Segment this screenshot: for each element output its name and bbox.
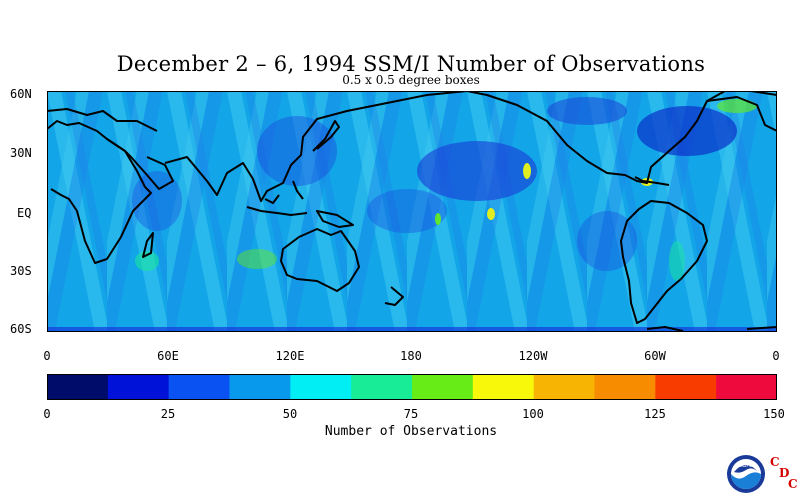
logo-letter-c1: C [770, 455, 780, 469]
lon-label-60e: 60E [157, 349, 179, 363]
logo-letter-d: D [779, 466, 790, 480]
colorbar-swatch [533, 374, 595, 400]
colorbar [47, 374, 777, 400]
lon-label-60w: 60W [644, 349, 666, 363]
colorbar-label-0: 0 [43, 407, 51, 421]
observation-map [47, 91, 777, 332]
logo-emblem-text: NOAA [737, 463, 754, 469]
colorbar-swatch [107, 374, 170, 400]
lon-label-0-left: 0 [43, 349, 51, 363]
colorbar-swatch [716, 374, 777, 400]
colorbar-label-150: 150 [763, 407, 785, 421]
colorbar-swatch [351, 374, 413, 400]
lat-label-60n: 60N [10, 87, 32, 101]
colorbar-swatch [229, 374, 291, 400]
colorbar-swatch [47, 374, 109, 400]
lat-label-eq: EQ [17, 206, 32, 220]
noaa-logo: NOAA [727, 455, 765, 493]
colorbar-swatch [412, 374, 474, 400]
chart-subtitle: 0.5 x 0.5 degree boxes [342, 73, 480, 87]
chart-title: December 2 – 6, 1994 SSM/I Number of Obs… [116, 52, 706, 76]
lon-label-120w: 120W [518, 349, 548, 363]
lat-label-30s: 30S [10, 264, 32, 278]
colorbar-swatch [594, 374, 656, 400]
lon-label-0-right: 0 [772, 349, 780, 363]
logo-letter-c2: C [788, 477, 798, 491]
lon-label-180: 180 [400, 349, 422, 363]
colorbar-label-75: 75 [403, 407, 419, 421]
colorbar-label-50: 50 [282, 407, 298, 421]
coastlines [47, 91, 777, 332]
map-frame [47, 91, 777, 332]
colorbar-title: Number of Observations [324, 424, 498, 439]
lat-label-30n: 30N [10, 146, 32, 160]
colorbar-frame [47, 374, 777, 400]
colorbar-label-100: 100 [522, 407, 544, 421]
colorbar-swatch [290, 374, 352, 400]
colorbar-swatch [655, 374, 717, 400]
lat-label-60s: 60S [10, 322, 32, 336]
colorbar-label-25: 25 [160, 407, 176, 421]
colorbar-label-125: 125 [644, 407, 666, 421]
colorbar-swatch [472, 374, 535, 400]
colorbar-swatch [168, 374, 230, 400]
lon-label-120e: 120E [275, 349, 305, 363]
